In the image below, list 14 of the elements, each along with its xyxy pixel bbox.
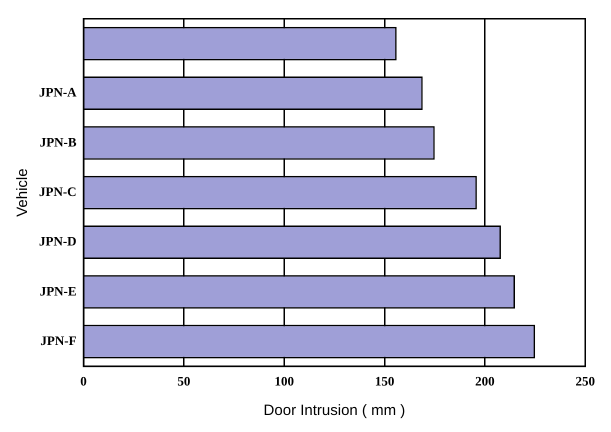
x-tick-label: 50 [177, 374, 190, 389]
y-axis-title: Vehicle [14, 168, 32, 217]
x-tick-label: 100 [274, 374, 294, 389]
x-tick-label: 0 [80, 374, 87, 389]
y-tick-label: JPN-F [40, 332, 77, 348]
y-tick-label: JPN-B [40, 134, 77, 150]
y-tick-label: JPN-D [39, 234, 77, 249]
y-tick-label: JPN-C [39, 184, 77, 199]
y-tick-label: JPN-E [40, 283, 77, 298]
y-tick-label: JPN-A [39, 84, 78, 100]
x-tick-label: 250 [576, 374, 595, 389]
x-tick-label: 200 [475, 374, 495, 389]
x-tick-label: 150 [374, 374, 394, 389]
x-axis-title: Door Intrusion ( mm ) [264, 402, 406, 420]
